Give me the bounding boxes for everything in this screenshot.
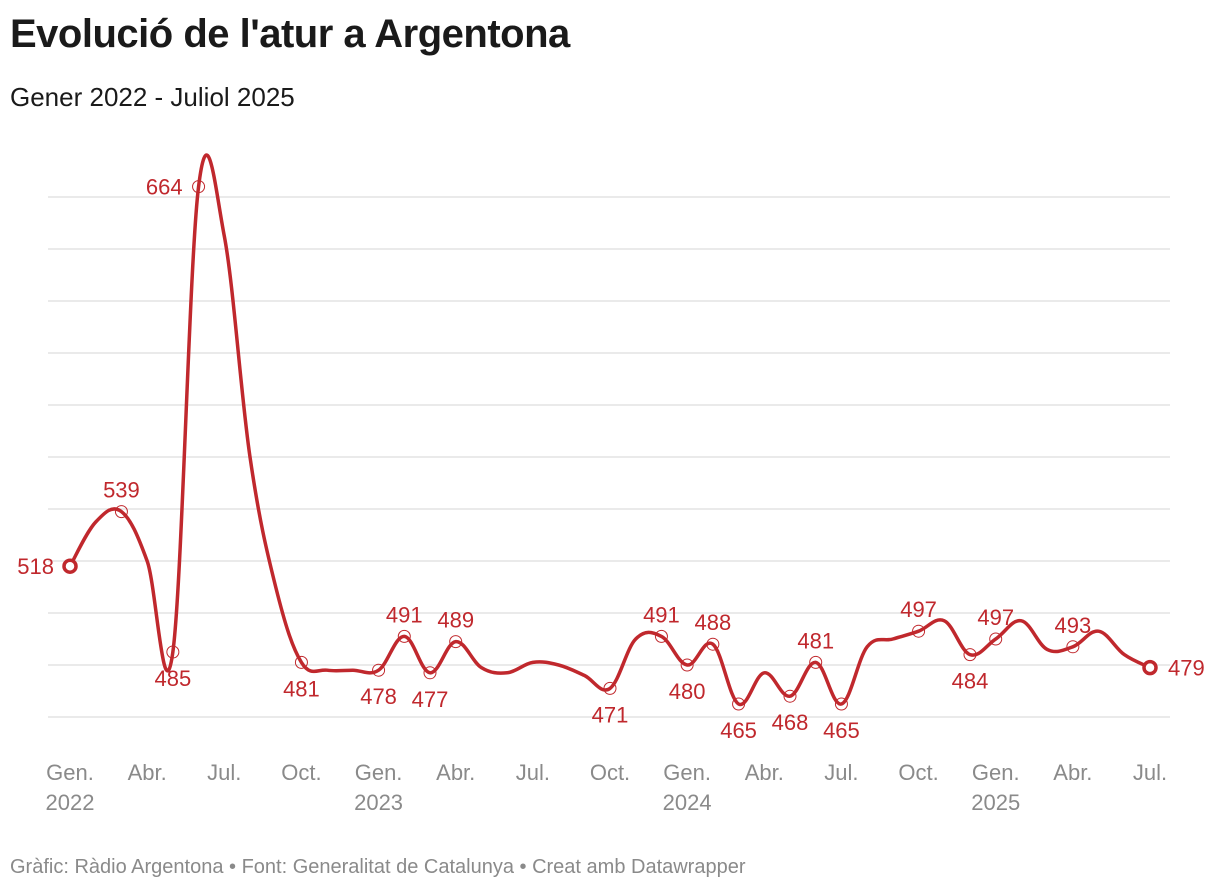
data-label: 478 (360, 684, 397, 709)
data-label: 477 (412, 687, 449, 712)
data-label: 479 (1168, 656, 1205, 681)
data-label: 497 (900, 597, 937, 622)
source-credit: Gràfic: Ràdio Argentona • Font: Generali… (10, 856, 746, 878)
data-point (912, 624, 926, 638)
data-point (166, 645, 180, 659)
data-point (1066, 640, 1080, 654)
data-label: 465 (823, 718, 860, 743)
data-label: 491 (643, 602, 680, 627)
data-point (294, 655, 308, 669)
data-point (192, 180, 206, 194)
data-point (62, 558, 78, 574)
data-label: 481 (797, 628, 834, 653)
data-point (603, 681, 617, 695)
series-line (68, 153, 1152, 706)
x-tick-label: Jul. (1133, 760, 1167, 785)
chart-subtitle: Gener 2022 - Juliol 2025 (10, 82, 295, 112)
data-label: 518 (17, 554, 54, 579)
data-label: 484 (952, 669, 989, 694)
data-label: 471 (592, 702, 629, 727)
data-point (989, 632, 1003, 646)
x-tick-label: Jul. (824, 760, 858, 785)
data-label: 497 (977, 605, 1014, 630)
x-tick-label: Gen. (663, 760, 711, 785)
data-label: 481 (283, 676, 320, 701)
data-label: 480 (669, 679, 706, 704)
x-axis: Gen. 2022 Abr. Jul. Oct. Gen. 2023 Abr. Jul. Oct.… (46, 760, 1168, 815)
data-point (834, 697, 848, 711)
x-tick-label: Jul. (516, 760, 550, 785)
chart-title: Evolució de l'atur a Argentona (10, 12, 570, 56)
data-point (680, 658, 694, 672)
data-point (706, 637, 720, 651)
data-label: 465 (720, 718, 757, 743)
x-tick-label: Abr. (128, 760, 167, 785)
data-label: 485 (154, 666, 191, 691)
data-point (732, 697, 746, 711)
x-tick-label: Gen. (46, 760, 94, 785)
data-label: 488 (694, 610, 731, 635)
gridlines (48, 196, 1170, 718)
data-points (62, 180, 1158, 711)
data-point (963, 648, 977, 662)
x-tick-label: Gen. (972, 760, 1020, 785)
data-label: 489 (437, 608, 474, 633)
data-point (783, 689, 797, 703)
x-tick-label: Oct. (590, 760, 630, 785)
data-point (654, 629, 668, 643)
x-tick-label: Abr. (436, 760, 475, 785)
data-point (809, 655, 823, 669)
x-tick-label: Jul. (207, 760, 241, 785)
x-tick-label: Abr. (1053, 760, 1092, 785)
data-label: 491 (386, 602, 423, 627)
data-point (1142, 659, 1158, 676)
data-point (423, 666, 437, 680)
x-tick-label: Gen. (355, 760, 403, 785)
x-tick-year: 2024 (663, 790, 712, 815)
data-point (397, 629, 411, 643)
x-tick-year: 2022 (46, 790, 95, 815)
data-label: 468 (772, 710, 809, 735)
data-point (372, 663, 386, 677)
x-tick-label: Oct. (281, 760, 321, 785)
x-tick-label: Oct. (898, 760, 938, 785)
data-point (449, 635, 463, 649)
x-tick-year: 2023 (354, 790, 403, 815)
x-tick-year: 2025 (971, 790, 1020, 815)
data-labels: 518 539 485 664 481 478 491 477 489 471 491 480 488 4… (17, 175, 1204, 743)
data-label: 664 (146, 175, 183, 200)
data-label: 539 (103, 478, 140, 503)
data-label: 493 (1054, 613, 1091, 638)
series-line-layer (68, 153, 1152, 706)
x-tick-label: Abr. (745, 760, 784, 785)
data-point (114, 505, 128, 519)
